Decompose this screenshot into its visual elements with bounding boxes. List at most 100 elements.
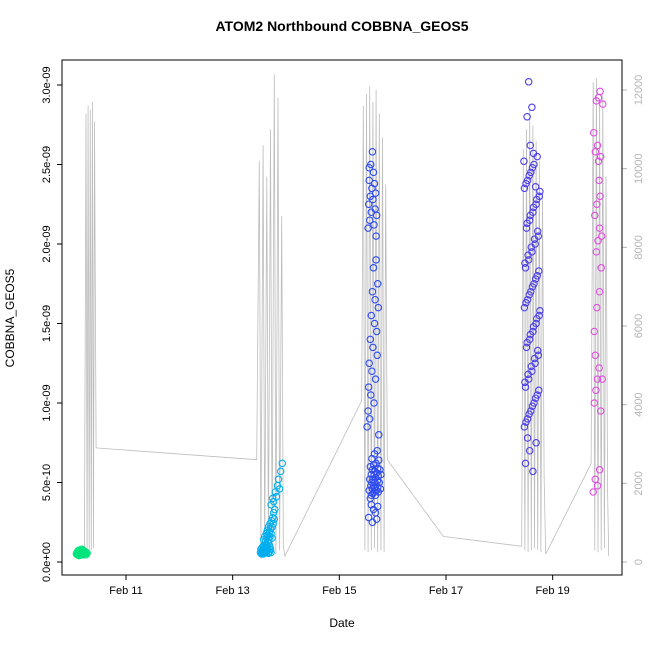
y-right-tick-label: 2000 [633, 471, 645, 495]
data-point [373, 280, 382, 288]
y-left-tick-label: 0.0e+00 [41, 542, 53, 582]
y-left-tick-label: 3.0e-09 [41, 66, 53, 103]
data-point [526, 141, 535, 150]
data-point [590, 327, 599, 336]
data-point [370, 221, 378, 229]
data-point [597, 232, 606, 240]
data-point [521, 383, 530, 391]
data-point [364, 407, 372, 415]
data-point [529, 203, 538, 212]
data-point [532, 314, 541, 323]
data-point [364, 224, 372, 232]
y-left-tick-label: 2.5e-09 [41, 146, 53, 183]
data-point [529, 322, 538, 331]
data-point [368, 367, 376, 375]
data-point [523, 219, 531, 228]
data-point [268, 494, 277, 503]
series-flight-feb15 [363, 148, 385, 527]
data-point [595, 224, 604, 232]
x-tick-label: Feb 19 [536, 585, 570, 597]
data-point [278, 459, 287, 468]
data-point [589, 128, 598, 137]
data-point [595, 176, 603, 185]
data-point [594, 157, 603, 166]
x-tick-label: Feb 11 [109, 585, 142, 597]
series-flight-feb10 [72, 545, 91, 560]
data-point [367, 311, 376, 320]
data-point [370, 179, 379, 188]
data-point [591, 148, 600, 156]
data-point [267, 548, 275, 557]
data-point [596, 152, 605, 161]
y-right-tick-label: 6000 [633, 314, 645, 338]
series-flight-feb19 [589, 87, 607, 496]
data-point [364, 513, 373, 522]
data-point [371, 295, 379, 304]
data-point [369, 195, 377, 204]
data-point [365, 359, 373, 368]
data-point [377, 470, 385, 479]
data-point [365, 163, 373, 172]
data-point [373, 446, 381, 455]
data-point [521, 459, 530, 468]
y-axis-title: COBBNA_GEOS5 [3, 268, 17, 367]
data-point [522, 343, 531, 352]
data-point [372, 232, 380, 240]
data-point [375, 431, 383, 439]
data-point [521, 264, 530, 272]
data-point [270, 515, 279, 523]
data-point [527, 243, 536, 251]
y-left-tick-label: 2.0e-09 [41, 225, 53, 262]
y-right-tick-label: 0 [633, 559, 645, 565]
data-point [535, 386, 543, 395]
data-point [591, 211, 599, 220]
altitude-trace-layer [84, 74, 610, 558]
data-point [268, 534, 276, 542]
x-axis-title: Date [329, 616, 355, 630]
data-point [531, 275, 540, 283]
data-point [530, 354, 539, 363]
data-point [266, 545, 275, 554]
data-point [525, 410, 533, 418]
data-point [591, 475, 600, 484]
data-point [373, 502, 382, 511]
data-point [365, 415, 374, 423]
data-point [531, 394, 540, 402]
data-point [372, 486, 381, 495]
data-point [596, 87, 604, 96]
data-point [522, 418, 530, 426]
data-point [365, 216, 374, 224]
data-point [528, 283, 537, 291]
data-point [524, 251, 532, 259]
data-point [527, 362, 536, 371]
data-point [524, 370, 532, 379]
data-point [596, 407, 605, 415]
axes-layer: 0.0e+00 5.0e-10 1.0e-09 1.5e-09 2.0e-09 2.5e-… [41, 66, 645, 597]
data-point [372, 515, 381, 523]
data-point [592, 386, 600, 395]
data-point [599, 100, 607, 108]
data-point [528, 163, 537, 172]
data-point [368, 148, 377, 156]
data-point [520, 184, 529, 193]
data-point [593, 303, 601, 312]
data-point [520, 303, 529, 312]
data-point [370, 399, 378, 407]
x-tick-label: Feb 15 [322, 585, 356, 597]
plot-border [61, 59, 623, 576]
data-point [522, 224, 531, 232]
data-point [522, 299, 530, 307]
data-point [533, 152, 541, 161]
y-left-tick-label: 1.5e-09 [41, 305, 53, 342]
data-point [376, 466, 384, 474]
x-tick-label: Feb 13 [216, 585, 250, 597]
data-point [523, 338, 531, 347]
data-point [525, 446, 534, 455]
data-point [591, 351, 600, 360]
y-left-tick-label: 5.0e-10 [41, 464, 53, 501]
data-point [523, 434, 532, 442]
data-point [528, 402, 537, 410]
data-point [374, 303, 383, 312]
